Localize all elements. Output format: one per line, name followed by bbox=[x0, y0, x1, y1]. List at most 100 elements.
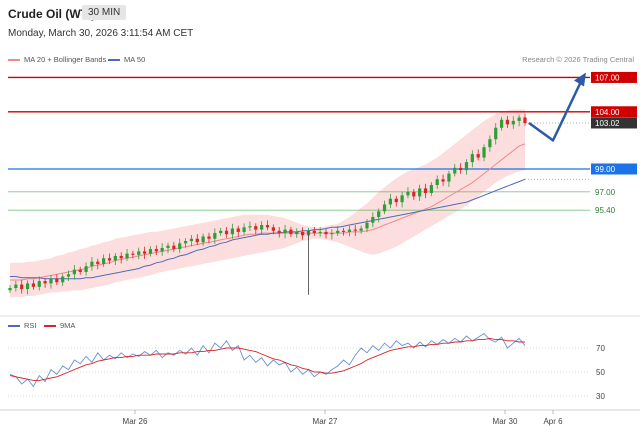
candle-body bbox=[25, 283, 30, 290]
candle-body bbox=[55, 278, 59, 283]
candle bbox=[125, 248, 129, 262]
candle bbox=[154, 245, 158, 256]
candle bbox=[248, 221, 252, 231]
candle-body bbox=[499, 119, 504, 128]
candle-body bbox=[84, 266, 88, 272]
candle bbox=[353, 224, 357, 237]
candle-body bbox=[371, 217, 375, 223]
candle-body bbox=[260, 225, 264, 230]
candle-body bbox=[213, 233, 217, 239]
candle bbox=[37, 276, 41, 291]
candle bbox=[388, 194, 393, 209]
candle-body bbox=[400, 195, 404, 203]
candle-body bbox=[459, 167, 463, 171]
candle-body bbox=[160, 247, 164, 252]
candle-body bbox=[517, 117, 521, 121]
candle-body bbox=[330, 233, 334, 235]
candle bbox=[213, 228, 217, 245]
candle bbox=[107, 253, 112, 265]
candle bbox=[365, 218, 369, 233]
candle bbox=[172, 241, 176, 252]
candle-body bbox=[318, 231, 322, 234]
candle-body bbox=[154, 249, 158, 252]
candle-body bbox=[172, 245, 176, 250]
candle-body bbox=[283, 229, 287, 234]
candle-body bbox=[207, 236, 211, 239]
legend-9ma: 9MA bbox=[44, 321, 75, 330]
projection-arrow-head bbox=[574, 72, 586, 87]
candle bbox=[14, 280, 18, 292]
candle-body bbox=[90, 261, 94, 267]
ma50-legend-label: MA 50 bbox=[124, 55, 146, 64]
candle bbox=[254, 223, 258, 235]
candle bbox=[511, 116, 515, 129]
candle bbox=[400, 191, 404, 208]
candle-body bbox=[470, 154, 474, 163]
candle bbox=[236, 225, 240, 238]
candle bbox=[488, 135, 492, 152]
candle-body bbox=[429, 184, 433, 194]
candle bbox=[347, 225, 352, 237]
candle bbox=[142, 246, 147, 259]
candle-body bbox=[178, 243, 182, 250]
candle bbox=[131, 250, 135, 259]
candle bbox=[189, 234, 194, 247]
candle bbox=[271, 224, 275, 235]
candle-body bbox=[43, 281, 47, 284]
candle-body bbox=[418, 188, 422, 197]
candle-body bbox=[201, 236, 205, 243]
x-tick-label: Mar 30 bbox=[493, 417, 518, 426]
candle-body bbox=[20, 284, 24, 290]
rsi-line bbox=[9, 333, 526, 388]
candle bbox=[523, 113, 527, 126]
timeframe-badge[interactable]: 30 MIN bbox=[82, 5, 127, 20]
candle-body bbox=[382, 204, 387, 212]
chart-header: Crude Oil (WTI) 30 MIN bbox=[0, 0, 640, 26]
level-label-103.02: 103.02 bbox=[595, 119, 620, 128]
candle bbox=[61, 273, 65, 286]
candle-body bbox=[341, 230, 346, 232]
candle-body bbox=[394, 198, 398, 203]
candle bbox=[219, 227, 223, 236]
candle-body bbox=[119, 255, 123, 259]
datetime-label: Monday, March 30, 2026 3:11:54 AM CET bbox=[8, 28, 194, 39]
candle-body bbox=[183, 241, 188, 244]
candle bbox=[464, 159, 469, 175]
instrument-title: Crude Oil (WTI) bbox=[8, 7, 96, 21]
candle-body bbox=[388, 198, 393, 205]
candle-body bbox=[435, 179, 439, 185]
candle-body bbox=[453, 167, 457, 174]
ma9-legend-label: 9MA bbox=[60, 321, 76, 330]
candle bbox=[295, 228, 299, 238]
rsi-legend-label: RSI bbox=[24, 321, 37, 330]
candle bbox=[201, 233, 205, 246]
candle-body bbox=[324, 231, 328, 235]
rsi-swatch bbox=[8, 324, 20, 327]
level-label-95.40: 95.40 bbox=[595, 206, 616, 215]
candle-body bbox=[142, 251, 147, 254]
candle bbox=[330, 229, 334, 240]
candle bbox=[25, 280, 30, 295]
candle bbox=[283, 224, 287, 239]
candle-body bbox=[236, 228, 240, 232]
candle-body bbox=[412, 191, 416, 197]
candle-body bbox=[49, 278, 53, 284]
candle bbox=[183, 238, 188, 248]
candle-body bbox=[301, 231, 305, 236]
candle bbox=[289, 226, 293, 238]
candle-body bbox=[289, 229, 293, 235]
candle bbox=[382, 200, 387, 215]
rsi-tick-label: 30 bbox=[596, 392, 605, 401]
candle-body bbox=[347, 229, 352, 232]
level-label-99.00-bg bbox=[591, 163, 637, 175]
candle bbox=[359, 225, 363, 234]
candle bbox=[66, 270, 71, 281]
candle-body bbox=[72, 269, 76, 275]
candle bbox=[260, 221, 264, 235]
candle-body bbox=[277, 230, 281, 234]
candle bbox=[459, 163, 463, 174]
candle-body bbox=[148, 249, 153, 254]
candle-body bbox=[441, 179, 445, 182]
candle bbox=[336, 226, 340, 236]
